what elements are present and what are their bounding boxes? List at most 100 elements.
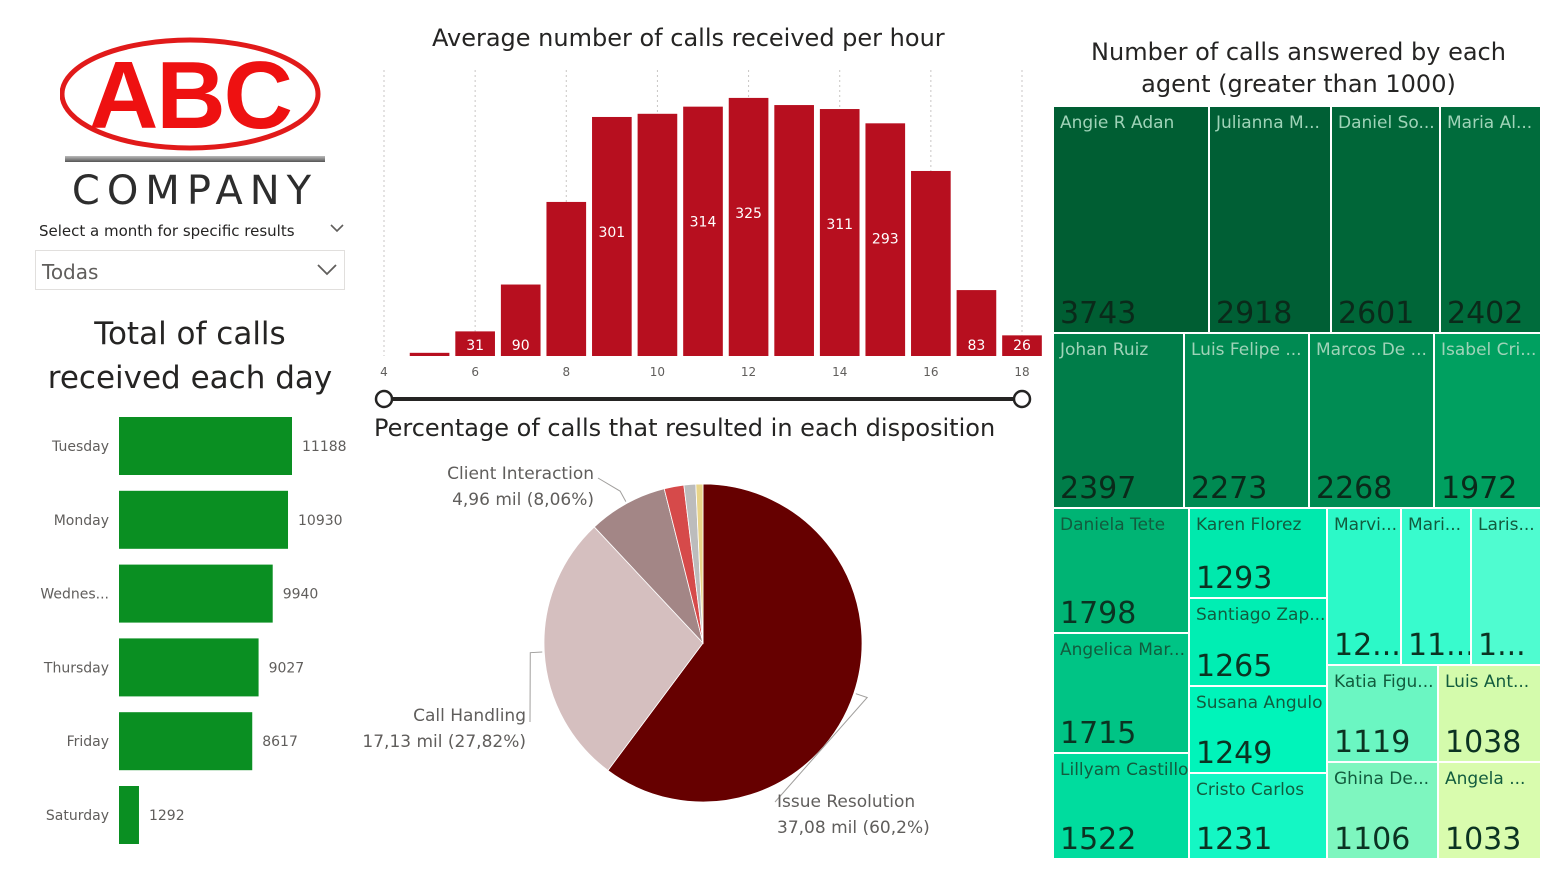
- hour-bar[interactable]: [455, 331, 495, 356]
- day-bar[interactable]: [119, 638, 259, 697]
- treemap-agent-name: Angelica Mar...: [1060, 640, 1185, 660]
- slicer-collapse-chevron-icon[interactable]: [328, 220, 346, 236]
- treemap-tile[interactable]: Laris... 1...: [1472, 509, 1542, 666]
- hour-bar[interactable]: [409, 352, 450, 356]
- day-category-label: Saturday: [46, 808, 109, 824]
- day-bar[interactable]: [119, 712, 253, 771]
- hour-tick-label: 12: [741, 365, 756, 379]
- day-value-label: 9027: [269, 660, 305, 676]
- treemap-tile[interactable]: Marcos De ... 2268: [1310, 334, 1435, 509]
- treemap-tile[interactable]: Daniel So... 2601: [1332, 107, 1441, 334]
- hour-bar[interactable]: [683, 106, 723, 356]
- treemap-tile[interactable]: Cristo Carlos 1231: [1190, 774, 1328, 860]
- day-bar[interactable]: [119, 564, 273, 623]
- treemap-agent-name: Mari...: [1408, 515, 1462, 535]
- treemap-tile[interactable]: Karen Florez 1293: [1190, 509, 1328, 599]
- chevron-down-icon[interactable]: [316, 261, 338, 279]
- hour-bar[interactable]: [592, 116, 632, 357]
- treemap-tile[interactable]: Luis Felipe ... 2273: [1185, 334, 1310, 509]
- treemap-agent-value: 12...: [1334, 628, 1401, 663]
- hour-data-label: 293: [872, 231, 899, 247]
- treemap-agent-value: 1798: [1060, 596, 1137, 631]
- hour-bar[interactable]: [546, 201, 587, 356]
- hour-bar[interactable]: [865, 123, 906, 356]
- pie-slice[interactable]: [607, 483, 863, 803]
- pie-slice-value: 37,08 mil (60,2%): [777, 818, 930, 838]
- treemap-agent-value: 11...: [1408, 628, 1472, 663]
- treemap-agent-name: Marvi...: [1334, 515, 1398, 535]
- hour-tick-label: 14: [832, 365, 847, 379]
- treemap-agent-value: 1033: [1445, 822, 1522, 857]
- treemap-agent-name: Angela ...: [1445, 769, 1526, 789]
- hour-bar[interactable]: [774, 105, 814, 356]
- treemap-tile[interactable]: Isabel Cri... 1972: [1435, 334, 1542, 509]
- treemap-agent-name: Maria Al...: [1447, 113, 1533, 133]
- hour-bar[interactable]: [637, 113, 678, 356]
- hour-bar[interactable]: [1002, 335, 1042, 356]
- day-category-label: Wednes...: [40, 587, 109, 603]
- treemap-tile[interactable]: Angelica Mar... 1715: [1054, 634, 1190, 754]
- hour-bar[interactable]: [728, 97, 769, 356]
- treemap-tile[interactable]: Maria Al... 2402: [1441, 107, 1542, 334]
- day-value-label: 1292: [149, 808, 185, 824]
- treemap-agent-name: Luis Felipe ...: [1191, 340, 1302, 360]
- slider-end-handle[interactable]: [1012, 389, 1032, 409]
- hour-bar[interactable]: [911, 170, 951, 356]
- treemap-tile[interactable]: Johan Ruiz 2397: [1054, 334, 1185, 509]
- treemap-tile[interactable]: Susana Angulo 1249: [1190, 687, 1328, 774]
- treemap-tile[interactable]: Marvi... 12...: [1328, 509, 1402, 666]
- calls-per-day-title: Total of calls received each day: [47, 316, 333, 396]
- treemap-agent-name: Marcos De ...: [1316, 340, 1427, 360]
- hour-data-label: 301: [598, 225, 625, 241]
- treemap-agent-value: 1715: [1060, 716, 1137, 751]
- hour-data-label: 325: [735, 206, 762, 222]
- treemap-tile[interactable]: Santiago Zap... 1265: [1190, 599, 1328, 687]
- calls-per-hour-title: Average number of calls received per hou…: [432, 24, 945, 52]
- hour-tick-label: 4: [380, 365, 388, 379]
- pie-leader-line: [597, 477, 627, 502]
- treemap-tile[interactable]: Ghina De... 1106: [1328, 763, 1439, 860]
- pie-slice[interactable]: [695, 483, 704, 644]
- month-slicer-title: Select a month for specific results: [39, 222, 295, 240]
- day-category-label: Thursday: [43, 660, 109, 676]
- day-value-label: 9940: [283, 587, 319, 603]
- treemap-agent-name: Johan Ruiz: [1060, 340, 1149, 360]
- hour-bar[interactable]: [819, 109, 860, 356]
- day-bar[interactable]: [119, 786, 139, 844]
- treemap-agent-value: 1...: [1478, 628, 1526, 663]
- pie-leader-line: [774, 693, 869, 803]
- day-value-label: 10930: [298, 513, 343, 529]
- treemap-tile[interactable]: Daniela Tete 1798: [1054, 509, 1190, 634]
- day-bar[interactable]: [119, 417, 292, 475]
- day-value-label: 11188: [302, 439, 347, 455]
- treemap-tile[interactable]: Katia Figu... 1119: [1328, 666, 1439, 763]
- treemap-tile[interactable]: Luis Ant... 1038: [1439, 666, 1542, 763]
- logo-brand-text: ABC: [89, 42, 291, 149]
- treemap-tile[interactable]: Mari... 11...: [1402, 509, 1472, 666]
- treemap-tile[interactable]: Lillyam Castillo 1522: [1054, 754, 1190, 860]
- day-value-label: 8617: [262, 734, 298, 750]
- treemap-agent-value: 1522: [1060, 822, 1137, 857]
- logo-divider: [65, 156, 325, 162]
- pie-leader-line: [529, 651, 543, 723]
- pie-slice-value: 17,13 mil (27,82%): [362, 732, 526, 752]
- hour-tick-label: 10: [650, 365, 665, 379]
- hour-tick-label: 8: [562, 365, 570, 379]
- treemap-agent-value: 1265: [1196, 649, 1273, 684]
- month-slicer-dropdown[interactable]: Todas: [35, 250, 345, 290]
- pie-slice-name: Issue Resolution: [777, 792, 915, 812]
- hour-bar[interactable]: [500, 284, 541, 356]
- day-bar[interactable]: [119, 490, 289, 549]
- treemap-agent-name: Luis Ant...: [1445, 672, 1530, 692]
- treemap-agent-name: Lillyam Castillo: [1060, 760, 1189, 780]
- treemap-tile[interactable]: Angie R Adan 3743: [1054, 107, 1210, 334]
- treemap-agent-value: 1972: [1441, 471, 1518, 506]
- slider-start-handle[interactable]: [374, 389, 394, 409]
- pie-slice-name: Call Handling: [413, 706, 526, 726]
- pie-slice[interactable]: [543, 526, 704, 772]
- disposition-pie-chart: Issue Resolution 37,08 mil (60,2%) Call Ha…: [362, 464, 930, 838]
- treemap-agent-name: Daniel So...: [1338, 113, 1435, 133]
- treemap-tile[interactable]: Julianna M... 2918: [1210, 107, 1332, 334]
- treemap-tile[interactable]: Angela ... 1033: [1439, 763, 1542, 860]
- hour-bar[interactable]: [956, 290, 997, 356]
